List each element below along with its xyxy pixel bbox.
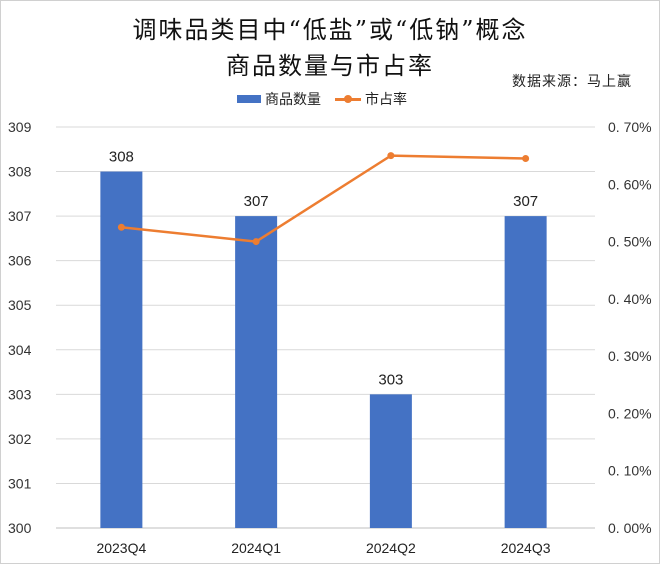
line-point-marker — [252, 238, 260, 246]
legend-label: 商品数量 — [265, 92, 321, 108]
right-axis-tick-label: 0. 50% — [608, 234, 652, 250]
x-axis-tick-label: 2024Q1 — [231, 540, 281, 556]
left-axis-tick-label: 309 — [8, 119, 32, 135]
left-axis-tick-label: 302 — [8, 431, 32, 447]
chart-legend: 商品数量 市占率 — [237, 89, 421, 109]
x-axis-tick-label: 2024Q3 — [501, 540, 551, 556]
legend-label: 市占率 — [365, 92, 407, 108]
right-axis-tick-label: 0. 30% — [608, 348, 652, 364]
bar-series — [100, 171, 547, 529]
line-series — [117, 152, 530, 246]
bar-swatch-icon — [237, 95, 261, 103]
market-share-line — [121, 154, 526, 243]
line-point-marker — [522, 155, 530, 163]
line-point-marker — [117, 223, 125, 231]
left-axis-tick-label: 303 — [8, 386, 32, 402]
right-axis-ticks: 0. 00% 0. 10% 0. 20% 0. 30% 0. 40% 0. 50% 0. 6… — [608, 119, 652, 536]
chart-title-line2: 商品数量与市占率 — [226, 52, 434, 80]
bar-data-labels: 308 307 303 307 — [109, 149, 538, 389]
x-axis-tick-label: 2023Q4 — [96, 540, 146, 556]
bar — [235, 216, 278, 528]
bar-data-label: 303 — [378, 371, 403, 388]
bar — [100, 171, 143, 529]
right-axis-tick-label: 0. 20% — [608, 405, 652, 421]
bar — [504, 216, 547, 528]
right-axis-tick-label: 0. 40% — [608, 291, 652, 307]
chart-title-line1: 调味品类目中“低盐”或“低钠”概念 — [132, 16, 528, 44]
left-axis-tick-label: 301 — [8, 475, 32, 491]
right-axis-tick-label: 0. 70% — [608, 119, 652, 135]
bar-data-label: 308 — [109, 149, 134, 166]
left-axis-ticks: 300 301 302 303 304 305 306 307 308 309 — [8, 119, 32, 536]
legend-item-product-count: 商品数量 — [237, 89, 321, 109]
left-axis-tick-label: 300 — [8, 520, 32, 536]
bar-data-label: 307 — [244, 193, 269, 210]
right-axis-tick-label: 0. 00% — [608, 520, 652, 536]
x-axis-tick-label: 2024Q2 — [366, 540, 416, 556]
left-axis-tick-label: 306 — [8, 253, 32, 269]
line-swatch-icon — [335, 93, 361, 105]
left-axis-tick-label: 307 — [8, 208, 32, 224]
line-point-marker — [387, 152, 395, 160]
right-axis-tick-label: 0. 60% — [608, 176, 652, 192]
bar-data-label: 307 — [513, 193, 538, 210]
x-axis-labels: 2023Q4 2024Q1 2024Q2 2024Q3 — [96, 540, 550, 556]
left-axis-tick-label: 305 — [8, 297, 32, 313]
data-source-label: 数据来源：马上赢 — [512, 74, 632, 90]
legend-item-market-share: 市占率 — [335, 89, 407, 109]
right-axis-tick-label: 0. 10% — [608, 463, 652, 479]
bar — [369, 394, 412, 528]
left-axis-tick-label: 304 — [8, 342, 32, 358]
left-axis-tick-label: 308 — [8, 164, 32, 180]
